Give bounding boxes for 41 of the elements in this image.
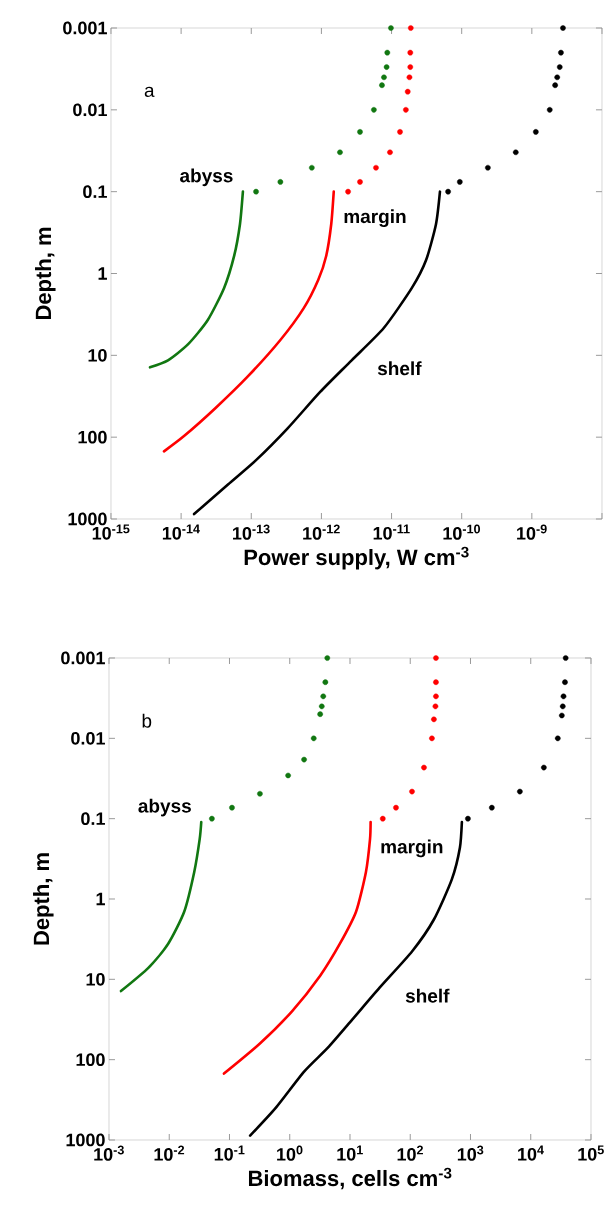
series-label: margin xyxy=(344,209,406,227)
x-tick-label: 10$^{-1}$ xyxy=(214,1145,245,1161)
x-tick-label: 10$^{2}$ xyxy=(397,1145,423,1161)
y-axis-title: Depth, m xyxy=(35,227,56,320)
y-tick-label: 100 xyxy=(76,1053,105,1067)
x-tick-label: 10$^{-14}$ xyxy=(162,524,200,540)
y-tick-label: 1000 xyxy=(68,512,107,526)
x-tick-label: 10$^{3}$ xyxy=(457,1145,484,1161)
y-tick-label: 0.001 xyxy=(61,651,105,665)
x-axis-title: Biomass, cells cm$^{-3}$ xyxy=(248,1167,452,1190)
y-tick-label: 1000 xyxy=(66,1133,105,1147)
x-tick-label: 10$^{-12}$ xyxy=(303,524,340,540)
y-tick-label: 10 xyxy=(86,972,105,986)
x-tick-label: 10$^{-15}$ xyxy=(92,524,130,540)
x-tick-label: 10$^{4}$ xyxy=(518,1145,544,1161)
y-axis-title: Depth, m xyxy=(33,853,54,945)
x-tick-label: 10$^{-10}$ xyxy=(443,524,481,540)
y-tick-label: 10 xyxy=(88,348,107,362)
x-tick-label: 10$^{-11}$ xyxy=(373,524,410,540)
series-label: shelf xyxy=(377,361,422,376)
annotation: a xyxy=(144,86,155,98)
y-tick-label: 0.01 xyxy=(73,103,107,117)
y-tick-label: 0.1 xyxy=(83,185,107,199)
x-tick-label: 10$^{0}$ xyxy=(277,1145,303,1161)
x-tick-label: 10$^{1}$ xyxy=(337,1145,363,1161)
series-label: margin xyxy=(381,839,443,858)
y-tick-label: 1 xyxy=(98,267,107,280)
x-tick-label: 10$^{-2}$ xyxy=(154,1145,185,1161)
x-axis-title: Power supply, W cm$^{-3}$ xyxy=(244,546,469,570)
annotation: b xyxy=(142,713,152,728)
y-tick-label: 0.001 xyxy=(63,21,107,35)
series-label: abyss xyxy=(180,168,233,187)
y-tick-label: 0.01 xyxy=(71,731,105,745)
series-label: shelf xyxy=(405,988,450,1003)
x-tick-label: 10$^{-9}$ xyxy=(517,524,547,540)
x-tick-label: 10$^{5}$ xyxy=(578,1145,604,1161)
y-tick-label: 100 xyxy=(78,430,107,444)
series-label: abyss xyxy=(138,798,191,817)
y-tick-label: 0.1 xyxy=(81,812,105,826)
x-tick-label: 10$^{-13}$ xyxy=(233,524,270,540)
y-tick-label: 1 xyxy=(96,892,105,906)
